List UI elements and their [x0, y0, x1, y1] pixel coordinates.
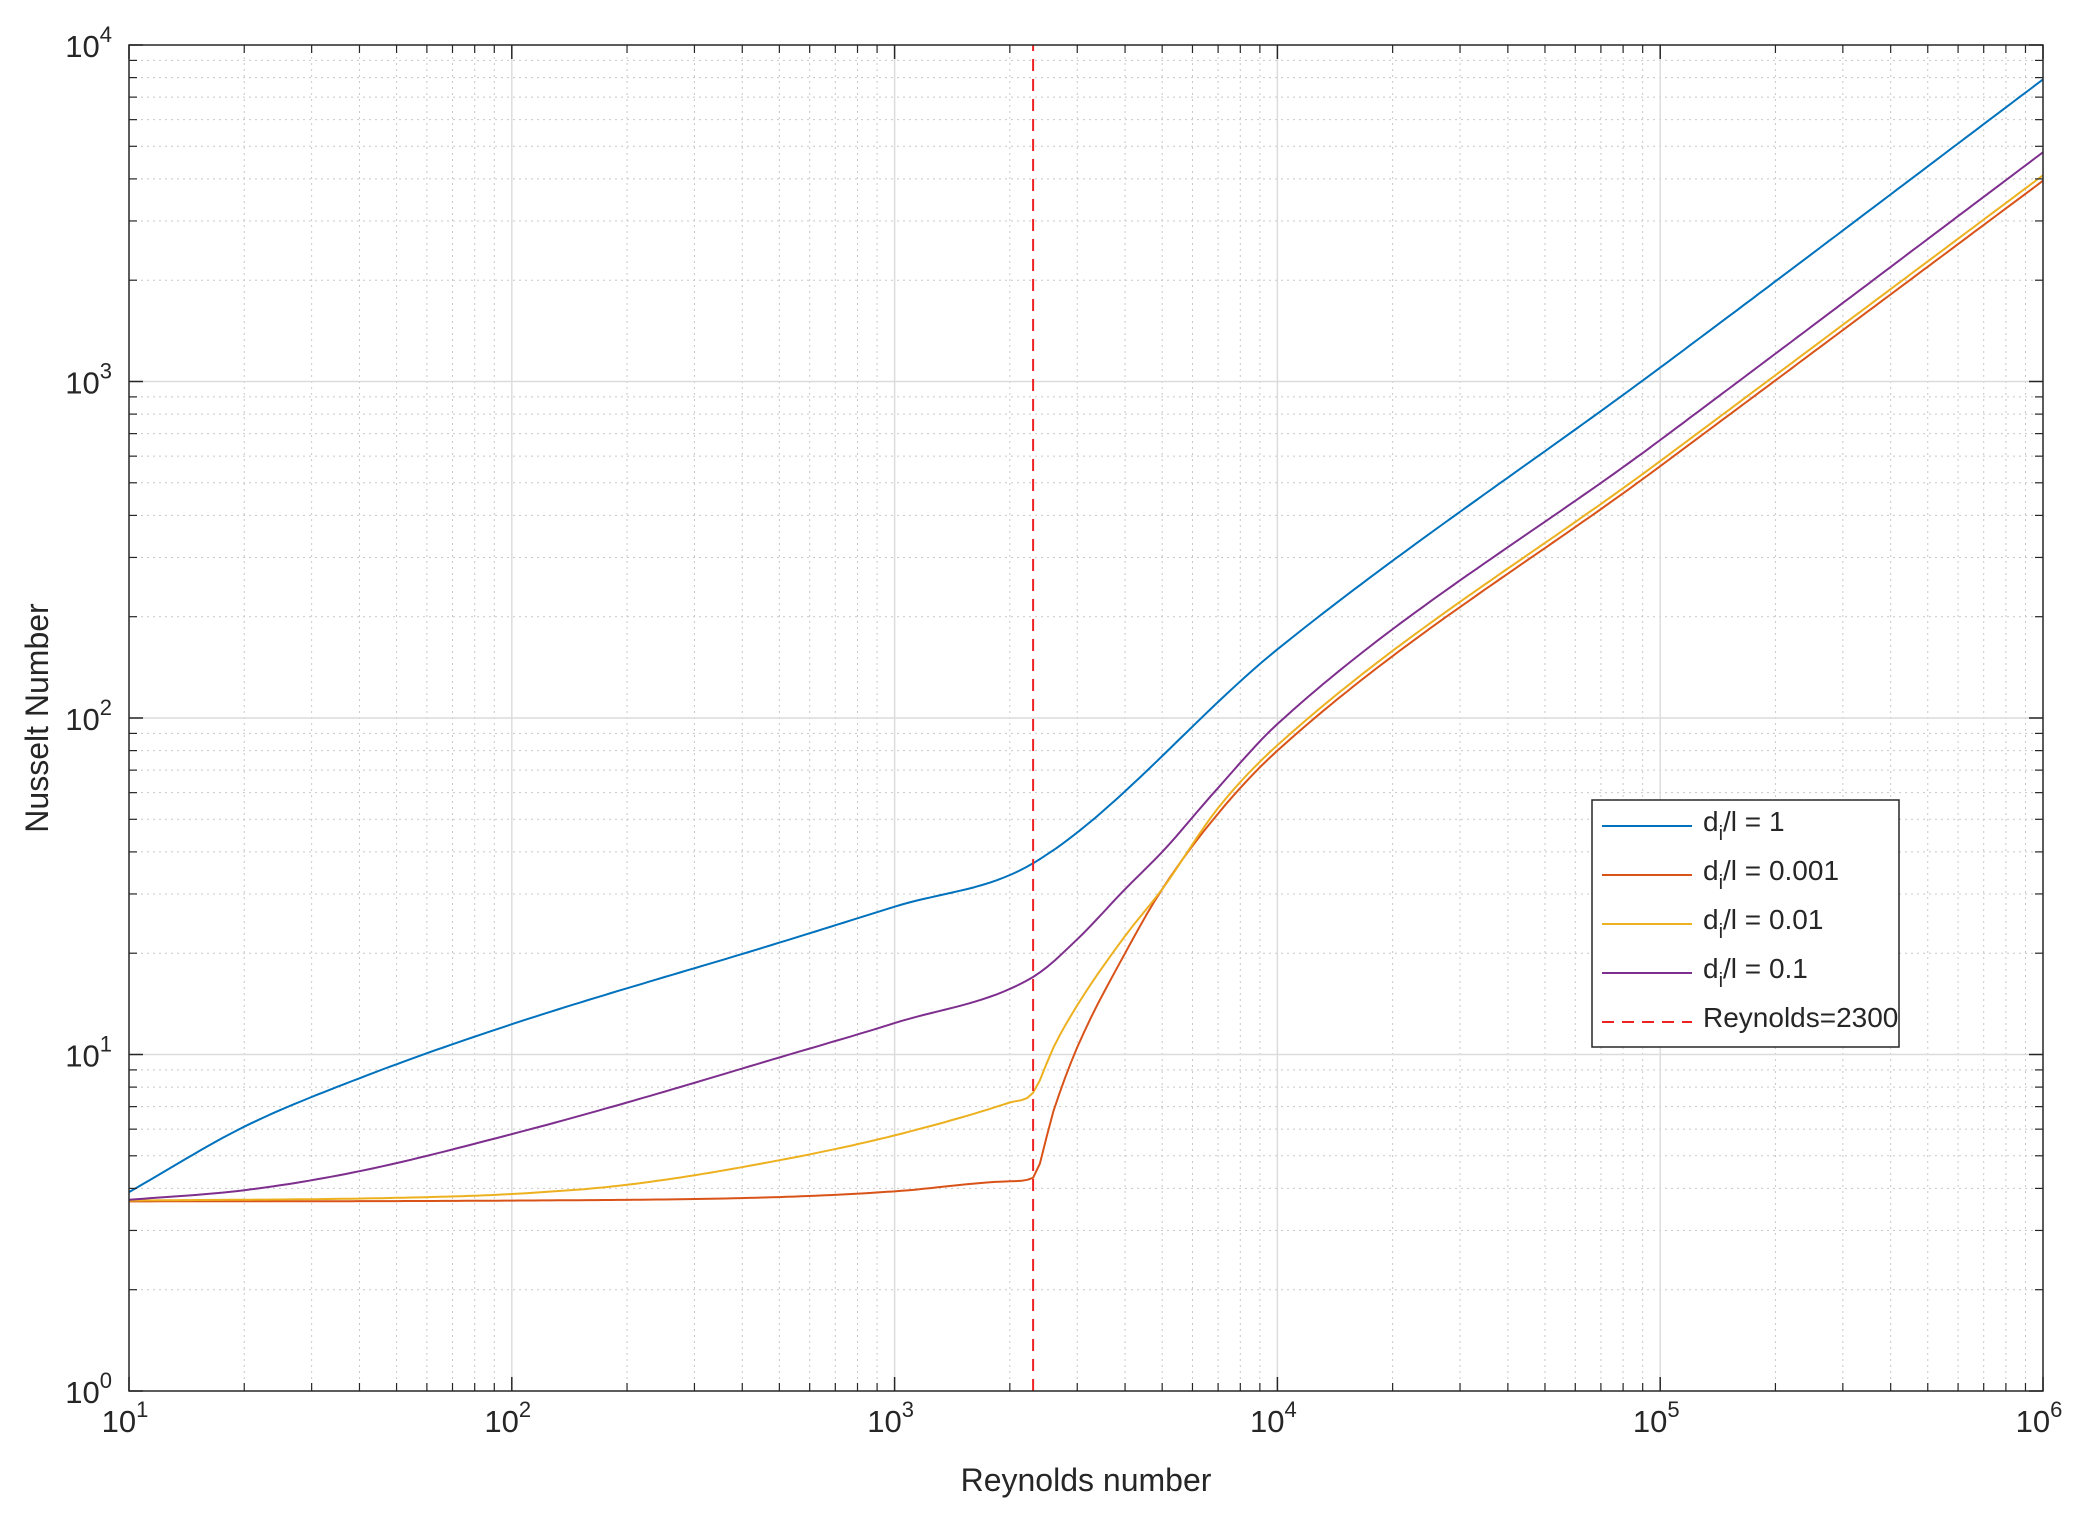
x-tick-label: 101	[102, 1397, 149, 1439]
series-line-1	[129, 179, 2044, 1203]
x-tick-base: 10	[102, 1404, 136, 1439]
legend-label-1: di/l = 0.001	[1703, 855, 1839, 894]
legend-label-rest: /l = 1	[1723, 806, 1784, 837]
legend-label-main: d	[1703, 953, 1719, 984]
legend-label-3: di/l = 0.1	[1703, 953, 1808, 992]
y-tick-base: 10	[65, 1375, 99, 1410]
legend-label-subscript: i	[1719, 921, 1723, 943]
y-tick-exponent: 0	[100, 1368, 112, 1393]
legend-label-main: d	[1703, 855, 1719, 886]
legend-label-4: Reynolds=2300	[1703, 1002, 1898, 1033]
series-line-0	[128, 78, 2044, 1193]
tick-marks	[128, 44, 2044, 1392]
y-tick-label: 104	[65, 22, 112, 64]
series-line-3	[128, 151, 2044, 1201]
y-tick-exponent: 3	[100, 359, 112, 384]
legend-label-main: Reynolds=2300	[1703, 1002, 1898, 1033]
y-tick-label: 100	[65, 1368, 112, 1410]
x-axis-label: Reynolds number	[961, 1462, 1212, 1498]
y-tick-label: 102	[65, 695, 112, 737]
legend-label-2: di/l = 0.01	[1703, 904, 1823, 943]
legend-label-main: d	[1703, 806, 1719, 837]
x-tick-exponent: 4	[1285, 1397, 1297, 1422]
x-tick-label: 104	[1250, 1397, 1297, 1439]
series-layer	[128, 45, 2044, 1391]
x-tick-exponent: 1	[136, 1397, 148, 1422]
y-tick-exponent: 1	[100, 1032, 112, 1057]
y-tick-base: 10	[65, 1039, 99, 1074]
x-tick-label: 103	[867, 1397, 914, 1439]
x-tick-label: 102	[484, 1397, 531, 1439]
y-tick-label: 103	[65, 359, 112, 401]
legend-label-main: d	[1703, 904, 1719, 935]
x-tick-base: 10	[484, 1404, 518, 1439]
major-grid	[129, 45, 2043, 1391]
legend-label-0: di/l = 1	[1703, 806, 1785, 845]
y-tick-base: 10	[65, 702, 99, 737]
legend-label-subscript: i	[1719, 823, 1723, 845]
x-tick-exponent: 6	[2050, 1397, 2062, 1422]
legend-label-rest: /l = 0.1	[1723, 953, 1808, 984]
y-tick-base: 10	[65, 29, 99, 64]
series-line-2	[128, 174, 2044, 1202]
y-tick-base: 10	[65, 366, 99, 401]
x-tick-base: 10	[867, 1404, 901, 1439]
x-tick-base: 10	[1633, 1404, 1667, 1439]
x-tick-label: 106	[2016, 1397, 2063, 1439]
legend-label-rest: /l = 0.001	[1723, 855, 1839, 886]
legend-label-subscript: i	[1719, 872, 1723, 894]
y-tick-exponent: 2	[100, 695, 112, 720]
x-tick-label: 105	[1633, 1397, 1680, 1439]
x-tick-base: 10	[1250, 1404, 1284, 1439]
legend-label-rest: /l = 0.01	[1723, 904, 1823, 935]
y-tick-exponent: 4	[100, 22, 112, 47]
x-tick-base: 10	[2016, 1404, 2050, 1439]
x-tick-exponent: 2	[519, 1397, 531, 1422]
x-tick-exponent: 5	[1667, 1397, 1679, 1422]
y-axis-label: Nusselt Number	[19, 603, 55, 833]
x-tick-exponent: 3	[902, 1397, 914, 1422]
x-tick-labels: 101 102 103 104 105 106	[102, 1397, 2063, 1439]
legend-label-subscript: i	[1719, 970, 1723, 992]
y-tick-label: 101	[65, 1032, 112, 1074]
